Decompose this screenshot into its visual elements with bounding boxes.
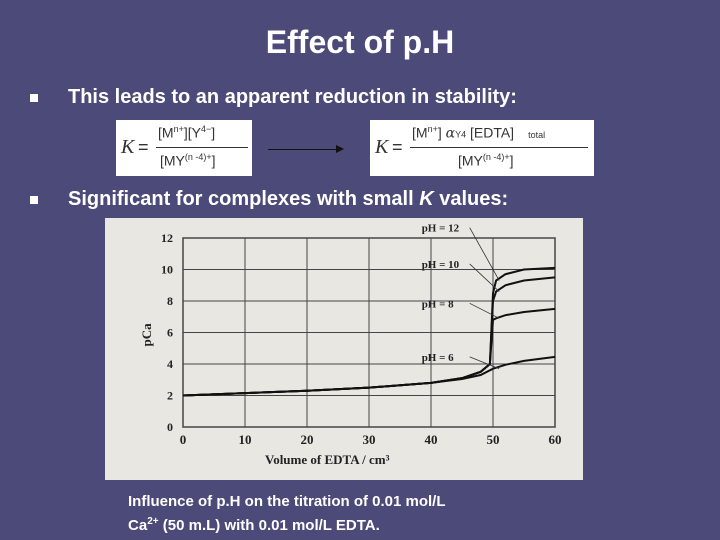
bullet-marker <box>30 195 38 204</box>
series-label: pH = 8 <box>422 298 454 310</box>
y-tick-label: 4 <box>167 357 173 371</box>
eq-left-denominator: [MY(n -4)+] <box>160 152 216 169</box>
x-tick-label: 30 <box>363 432 376 447</box>
chart-frame: 0 10 20 30 40 50 60 0 2 4 6 8 10 12 pH = 12 pH = 10 pH … <box>105 218 583 480</box>
eq-left-den-a: [MY <box>160 152 185 169</box>
x-tick-label: 50 <box>487 432 500 447</box>
caption-line-2-rest: (50 m.L) with 0.01 mol/L EDTA. <box>158 517 380 534</box>
caption-ca: Ca <box>128 517 148 534</box>
slide-title: Effect of p.H <box>265 24 455 60</box>
bullet-2-text-a: Significant for complexes with small <box>68 188 420 210</box>
arrow-head-icon <box>336 145 344 153</box>
eq-left-den-sup: (n -4)+ <box>184 152 212 162</box>
bullet-1-text: This leads to an apparent reduction in s… <box>68 86 517 108</box>
eq-right-num-c: [EDTA] <box>469 124 515 141</box>
eq-left-num-c: ] <box>211 124 216 141</box>
eq-right-num-a-sup: n+ <box>427 124 438 134</box>
bullet-marker <box>30 93 38 102</box>
series-label: pH = 10 <box>422 259 460 271</box>
eq-right-k: K <box>375 136 389 158</box>
eq-right-numerator: [Mn+] αY4 [EDTA] total <box>412 124 545 142</box>
bullet-2-k: K <box>419 188 434 210</box>
eq-right-equals: = <box>392 137 403 157</box>
bullet-2: Significant for complexes with small K v… <box>30 188 690 211</box>
eq-left-k: K <box>121 136 135 158</box>
titration-chart: 0 10 20 30 40 50 60 0 2 4 6 8 10 12 pH = 12 pH = 10 pH … <box>139 223 562 467</box>
arrow-shaft <box>268 149 340 150</box>
y-tick-label: 8 <box>167 294 173 308</box>
bullet-2-text-b: values: <box>433 188 509 210</box>
eq-right-fraction-bar <box>410 147 588 148</box>
series-label-leader <box>469 302 500 319</box>
series-label-leader <box>469 263 500 292</box>
series-label-leader <box>469 227 500 281</box>
equation-left: K = [Mn+][Y4−] [MY(n -4)+] <box>116 120 252 176</box>
caption-line-2: Ca2+ (50 m.L) with 0.01 mol/L EDTA. <box>128 512 588 536</box>
eq-left-num-a: [M <box>158 124 174 141</box>
eq-right-den-a: [MY <box>458 152 483 169</box>
eq-left-numerator: [Mn+][Y4−] <box>158 124 215 141</box>
series-line <box>182 355 556 397</box>
eq-right-num-c-sub: total <box>528 129 546 140</box>
eq-right-denominator: [MY(n -4)+] <box>458 152 514 169</box>
y-tick-label: 10 <box>161 263 173 277</box>
y-tick-label: 2 <box>167 389 173 403</box>
equation-right: K = [Mn+] αY4 [EDTA] total [MY(n -4)+] <box>370 120 594 176</box>
eq-right-den-b: ] <box>509 152 514 169</box>
eq-left-equals: = <box>138 137 149 157</box>
series-label: pH = 6 <box>422 352 454 364</box>
eq-right-num-b: ] <box>437 124 442 141</box>
eq-left-den-b: ] <box>211 152 216 169</box>
eq-left-num-b-sup: 4− <box>200 124 212 134</box>
eq-right-alpha: α <box>445 125 456 142</box>
x-axis-label: Volume of EDTA / cm³ <box>265 452 390 467</box>
y-tick-label: 0 <box>167 420 173 434</box>
bullet-1: This leads to an apparent reduction in s… <box>30 86 690 109</box>
x-tick-label: 60 <box>549 432 562 447</box>
eq-left-num-a-sup: n+ <box>173 124 184 134</box>
x-tick-label: 20 <box>301 432 314 447</box>
caption-line-1: Influence of p.H on the titration of 0.0… <box>128 493 446 510</box>
eq-left-num-b: ][Y <box>183 124 201 141</box>
eq-left-fraction-bar <box>156 147 248 148</box>
y-axis-label: pCa <box>139 323 154 347</box>
y-tick-label: 12 <box>161 231 173 245</box>
caption-charge: 2+ <box>147 516 159 527</box>
x-tick-label: 0 <box>180 432 187 447</box>
eq-right-num-a: [M <box>412 124 428 141</box>
x-tick-label: 40 <box>425 432 438 447</box>
series-label-leader <box>469 356 500 370</box>
eq-right-alpha-sub: Y4 <box>455 129 467 140</box>
x-tick-label: 10 <box>239 432 252 447</box>
y-tick-label: 6 <box>167 326 173 340</box>
eq-right-den-sup: (n -4)+ <box>482 152 510 162</box>
figure-caption: Influence of p.H on the titration of 0.0… <box>128 492 588 536</box>
series-label: pH = 12 <box>422 223 460 235</box>
